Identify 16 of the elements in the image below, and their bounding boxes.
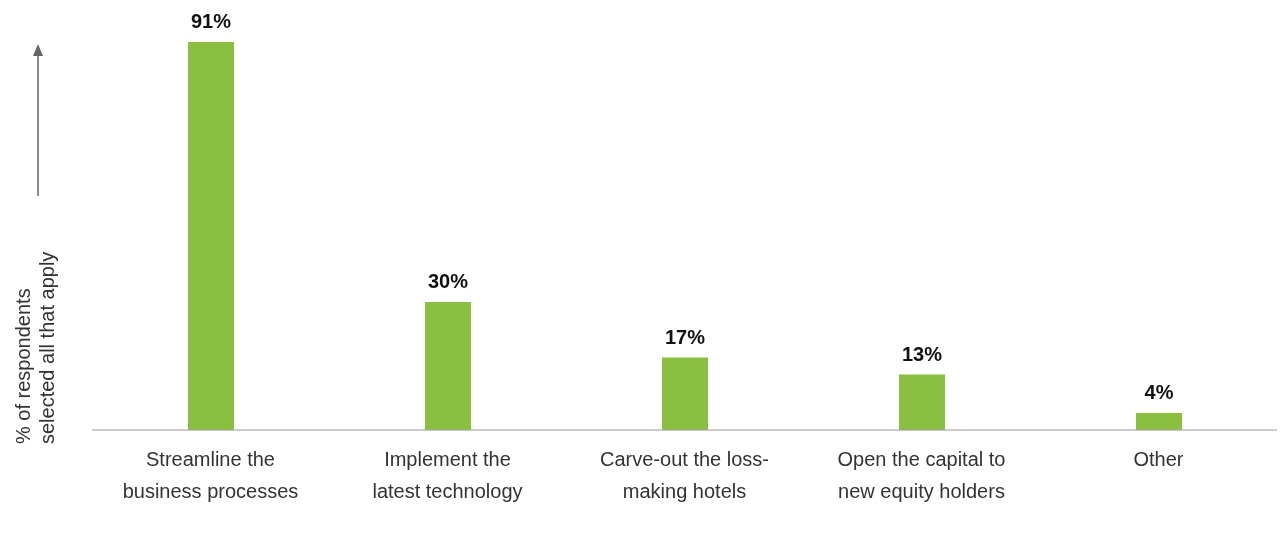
- y-axis-title: % of respondents selected all that apply: [12, 251, 58, 444]
- x-tick-label: Implement the latest technology: [372, 448, 523, 503]
- x-tick-label: Other: [1133, 448, 1184, 471]
- data-label: 17%: [664, 325, 706, 348]
- data-label: 30%: [427, 270, 469, 293]
- data-label: 91%: [190, 10, 232, 32]
- x-tick-label: Streamline the business processes: [122, 448, 299, 503]
- data-label: 4%: [1144, 380, 1174, 403]
- bar: [899, 374, 945, 430]
- x-tick-label: Carve-out the loss- making hotels: [600, 448, 769, 503]
- bar: [425, 302, 471, 430]
- bar: [1136, 412, 1182, 430]
- bar: [188, 42, 234, 430]
- x-tick-label: Open the capital to new equity holders: [837, 448, 1006, 503]
- bar: [662, 357, 708, 430]
- data-label: 13%: [901, 342, 943, 365]
